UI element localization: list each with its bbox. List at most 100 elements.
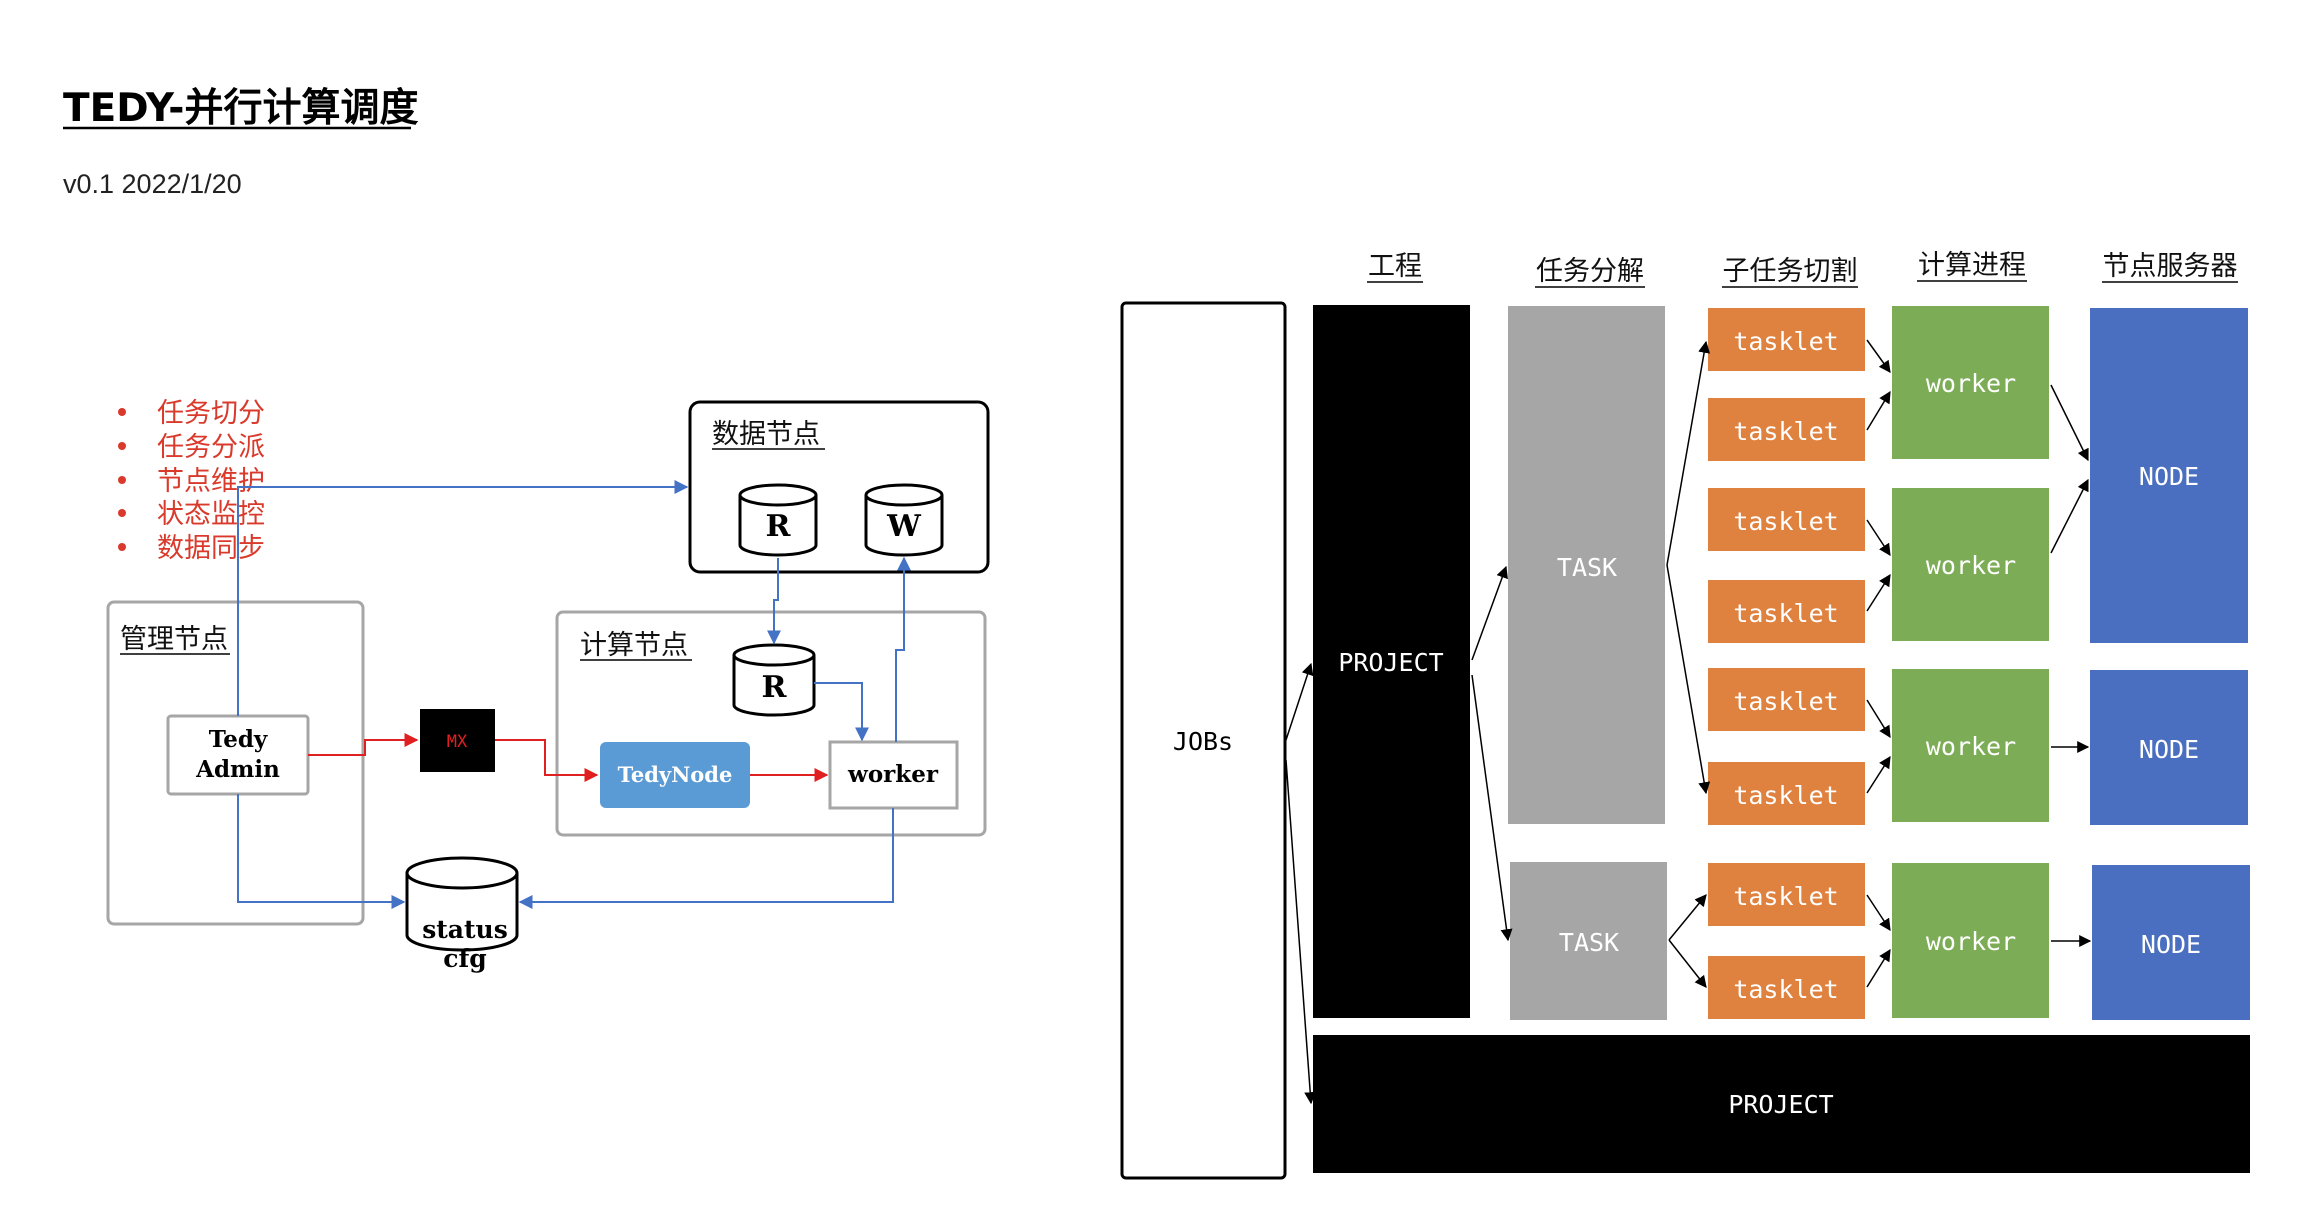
manage-node-group: 管理节点 Tedy Admin	[106, 600, 365, 926]
node-column: NODE NODE NODE	[2090, 308, 2250, 1020]
node-label: NODE	[2139, 462, 2199, 491]
node-block	[2090, 308, 2248, 643]
tedynode-label: TedyNode	[618, 762, 733, 787]
tasklet-to-worker-arrow	[1866, 755, 1891, 794]
worker-to-write-arrow	[895, 556, 911, 742]
project-block-1	[1313, 305, 1470, 1018]
node-block	[2092, 865, 2250, 1020]
worker-block	[1892, 863, 2049, 1018]
task-to-tasklet-arrow	[1666, 564, 1711, 795]
doc-subtitle: v0.1 2022/1/20	[63, 169, 242, 199]
jobs-to-project2-arrow	[1285, 759, 1317, 1105]
jobs-box	[1120, 301, 1287, 1180]
admin-to-mq-arrow	[308, 733, 419, 756]
bullet	[118, 476, 126, 484]
project-label-1: PROJECT	[1338, 648, 1443, 677]
node-label: NODE	[2139, 735, 2199, 764]
mq-box-fill	[420, 709, 495, 772]
mq-label: MX	[447, 732, 468, 752]
task-label-1: TASK	[1557, 553, 1617, 582]
feature-item: 数据同步	[157, 533, 265, 564]
compute-node-group: 计算节点 R TedyNode worker	[555, 610, 987, 837]
tasklet-label: tasklet	[1733, 417, 1838, 446]
tedy-admin-line1: Tedy	[209, 726, 268, 753]
tasklet-label: tasklet	[1733, 975, 1838, 1004]
task-block-2	[1510, 862, 1667, 1020]
tasklet-block	[1708, 488, 1865, 551]
tasklet-to-worker-arrow	[1866, 339, 1891, 373]
left-connectors	[237, 480, 911, 909]
bullet	[118, 442, 126, 450]
compute-node-label: 计算节点	[580, 630, 688, 661]
status-store-cylinder: status cfg	[405, 856, 519, 973]
tasklet-label: tasklet	[1733, 327, 1838, 356]
tasklet-block	[1708, 668, 1865, 731]
read-store-label: R	[766, 509, 792, 544]
header-task-split: 任务分解	[1536, 256, 1644, 287]
worker-block	[1892, 669, 2049, 822]
bullet	[118, 509, 126, 517]
project-to-task2-arrow	[1471, 674, 1513, 942]
task2-to-tasklet-arrow	[1668, 894, 1707, 941]
header-node-server: 节点服务器	[2103, 251, 2238, 282]
manage-node-label: 管理节点	[120, 624, 228, 655]
project-label-2: PROJECT	[1728, 1090, 1833, 1119]
mq-to-tedynode-arrow	[495, 739, 599, 782]
feature-item: 任务分派	[157, 432, 265, 463]
data-node-group: 数据节点 R W	[688, 400, 990, 574]
worker-to-node-arrow	[2050, 384, 2089, 462]
task-label-2: TASK	[1559, 928, 1619, 957]
read-store-cylinder: R	[738, 483, 818, 557]
header-subtask-cut: 子任务切割	[1723, 256, 1858, 287]
tasklet-to-worker-arrow	[1866, 948, 1891, 988]
tasklet-block	[1708, 308, 1865, 371]
data-node-label: 数据节点	[712, 419, 820, 450]
tasklet-block	[1708, 580, 1865, 643]
worker-label: worker	[847, 761, 939, 788]
project-block-2	[1313, 1035, 2250, 1173]
doc-title: TEDY-并行计算调度	[63, 86, 418, 131]
task2-to-tasklet-arrow	[1668, 939, 1707, 988]
task-block-1	[1508, 306, 1665, 824]
tasklet-to-worker-arrow	[1866, 519, 1891, 557]
tedy-admin-line2: Admin	[195, 756, 280, 783]
feature-item: 节点维护	[157, 466, 265, 497]
tasklet-to-worker-arrow	[1866, 390, 1891, 431]
tedynode-box	[600, 742, 750, 808]
tasklet-label: tasklet	[1733, 507, 1838, 536]
manage-node-box	[106, 600, 365, 926]
admin-to-status-arrow	[237, 794, 406, 909]
cache-cylinder: R	[732, 643, 816, 717]
tasklet-block	[1708, 956, 1865, 1019]
mq-box: MX	[420, 709, 495, 772]
worker-block	[1892, 488, 2049, 641]
tasklet-label: tasklet	[1733, 599, 1838, 628]
column-headers: 工程 任务分解 子任务切割 计算进程 节点服务器	[1367, 250, 2238, 288]
feature-item: 状态监控	[157, 499, 265, 530]
header-compute-process: 计算进程	[1918, 250, 2026, 281]
worker-to-node-arrow	[2050, 478, 2089, 554]
tasklet-column: tasklet tasklet tasklet tasklet tasklet …	[1708, 308, 1865, 1019]
cache-label: R	[762, 670, 788, 705]
bullet	[118, 408, 126, 416]
feature-item: 任务切分	[157, 398, 265, 429]
header-project: 工程	[1368, 251, 1422, 282]
admin-to-datanode-arrow	[237, 480, 689, 716]
project-to-task-arrow	[1471, 565, 1508, 661]
right-connectors	[1285, 339, 2092, 1105]
tasklet-to-worker-arrow	[1866, 894, 1891, 932]
feature-list: 任务切分 任务分派 节点维护 状态监控 数据同步	[118, 398, 265, 564]
jobs-label: JOBs	[1173, 727, 1233, 756]
compute-node-box	[555, 610, 987, 837]
status-store-line2: cfg	[443, 944, 486, 973]
worker-column: worker worker worker worker	[1892, 306, 2049, 1018]
worker-block	[1892, 306, 2049, 459]
tasklet-label: tasklet	[1733, 781, 1838, 810]
worker-label: worker	[1926, 732, 2016, 761]
worker-label: worker	[1926, 369, 2016, 398]
worker-label: worker	[1926, 927, 2016, 956]
worker-to-status-arrow	[518, 808, 894, 909]
read-to-cache-arrow	[767, 558, 781, 645]
write-store-cylinder: W	[864, 483, 944, 557]
